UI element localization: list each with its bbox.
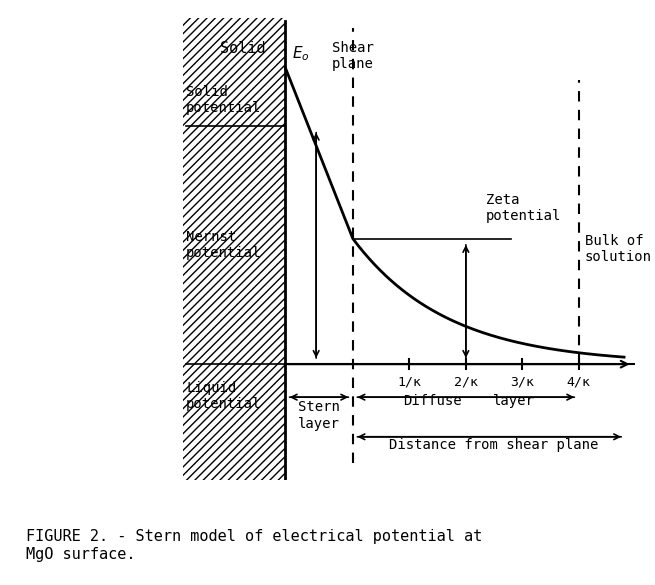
Bar — [183, 18, 285, 480]
Text: Liquid
potential: Liquid potential — [186, 381, 261, 411]
Text: Zeta
potential: Zeta potential — [485, 192, 561, 223]
Text: Shear
plane: Shear plane — [332, 41, 374, 71]
Text: FIGURE 2. - Stern model of electrical potential at
MgO surface.: FIGURE 2. - Stern model of electrical po… — [26, 529, 483, 562]
Text: Nernst
potential: Nernst potential — [186, 230, 261, 260]
Text: 3/κ: 3/κ — [510, 376, 534, 388]
Text: $E_o$: $E_o$ — [292, 44, 310, 63]
Text: 4/κ: 4/κ — [567, 376, 591, 388]
Text: layer: layer — [493, 394, 535, 408]
Text: Bulk of
solution: Bulk of solution — [584, 233, 652, 264]
Text: 2/κ: 2/κ — [454, 376, 478, 388]
Text: Solid
potential: Solid potential — [186, 85, 261, 115]
Text: Distance from shear plane: Distance from shear plane — [390, 438, 599, 452]
Text: Solid: Solid — [220, 41, 265, 56]
Text: Stern
layer: Stern layer — [298, 401, 340, 431]
Text: 1/κ: 1/κ — [398, 376, 421, 388]
Text: Diffuse: Diffuse — [403, 394, 461, 408]
